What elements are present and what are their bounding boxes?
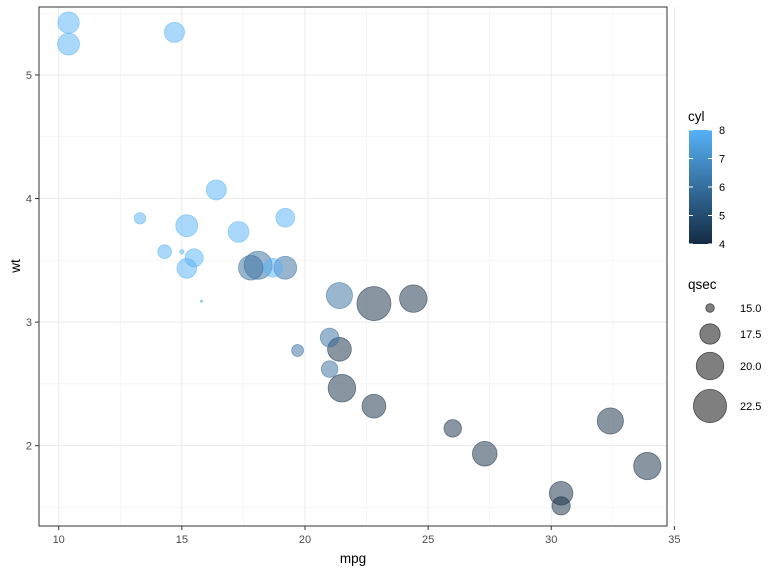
- size-legend-key: [693, 389, 727, 423]
- data-point: [199, 299, 204, 303]
- size-legend-label: 20.0: [740, 361, 761, 373]
- y-tick-label: 3: [26, 317, 32, 329]
- x-tick-label: 35: [668, 534, 680, 546]
- data-point: [184, 248, 204, 268]
- x-tick-label: 10: [53, 534, 65, 546]
- data-point: [275, 207, 296, 228]
- y-axis-title: wt: [8, 259, 23, 274]
- color-bar: [689, 130, 712, 244]
- size-legend: qsec 15.0 17.5 20.0 22.5: [688, 277, 761, 423]
- data-point: [157, 244, 172, 259]
- x-tick-label: 20: [299, 534, 311, 546]
- data-point: [551, 496, 571, 516]
- data-point: [57, 32, 80, 56]
- data-point: [443, 419, 462, 438]
- size-legend-title: qsec: [688, 277, 717, 292]
- data-point: [472, 440, 498, 467]
- data-point: [205, 179, 227, 201]
- y-axis: 2 3 4 5: [26, 70, 39, 453]
- color-legend-label: 5: [719, 211, 725, 223]
- data-point: [133, 212, 147, 225]
- color-legend-title: cyl: [688, 109, 705, 124]
- x-tick-label: 15: [176, 534, 188, 546]
- size-legend-label: 15.0: [740, 303, 761, 315]
- data-point: [399, 284, 428, 313]
- data-point: [596, 407, 624, 435]
- data-point: [320, 360, 339, 378]
- x-axis-title: mpg: [340, 551, 366, 566]
- data-point: [291, 344, 304, 357]
- size-legend-key: [705, 303, 715, 313]
- data-point: [356, 286, 392, 321]
- size-legend-key: [695, 351, 725, 381]
- y-tick-label: 4: [26, 194, 32, 206]
- y-tick-label: 2: [26, 441, 32, 453]
- data-point: [263, 257, 283, 278]
- size-legend-label: 17.5: [740, 329, 761, 341]
- data-point: [361, 393, 387, 419]
- data-point: [57, 11, 80, 34]
- major-gridlines: [39, 7, 675, 526]
- data-point: [633, 452, 662, 481]
- color-legend-label: 6: [719, 182, 725, 194]
- x-axis: 10 15 20 25 30 35: [53, 526, 681, 546]
- data-point: [163, 21, 185, 43]
- data-point: [325, 282, 353, 309]
- plot-panel: [39, 7, 667, 526]
- data-point: [175, 214, 199, 238]
- data-point: [179, 249, 185, 255]
- data-points: [57, 11, 662, 516]
- color-legend-label: 4: [719, 239, 725, 251]
- data-point: [238, 255, 264, 281]
- color-legend-label: 7: [719, 154, 725, 166]
- plot-border: [38, 6, 668, 527]
- size-legend-label: 22.5: [740, 401, 761, 413]
- data-point: [319, 327, 340, 348]
- y-tick-label: 5: [26, 70, 32, 82]
- color-legend-label: 8: [719, 125, 725, 137]
- x-tick-label: 30: [545, 534, 557, 546]
- minor-gridlines: [39, 7, 667, 526]
- size-legend-key: [699, 323, 721, 345]
- color-legend: cyl 4 5 6 7 8: [688, 109, 725, 251]
- x-tick-label: 25: [422, 534, 434, 546]
- data-point: [327, 374, 357, 403]
- data-point: [227, 221, 250, 243]
